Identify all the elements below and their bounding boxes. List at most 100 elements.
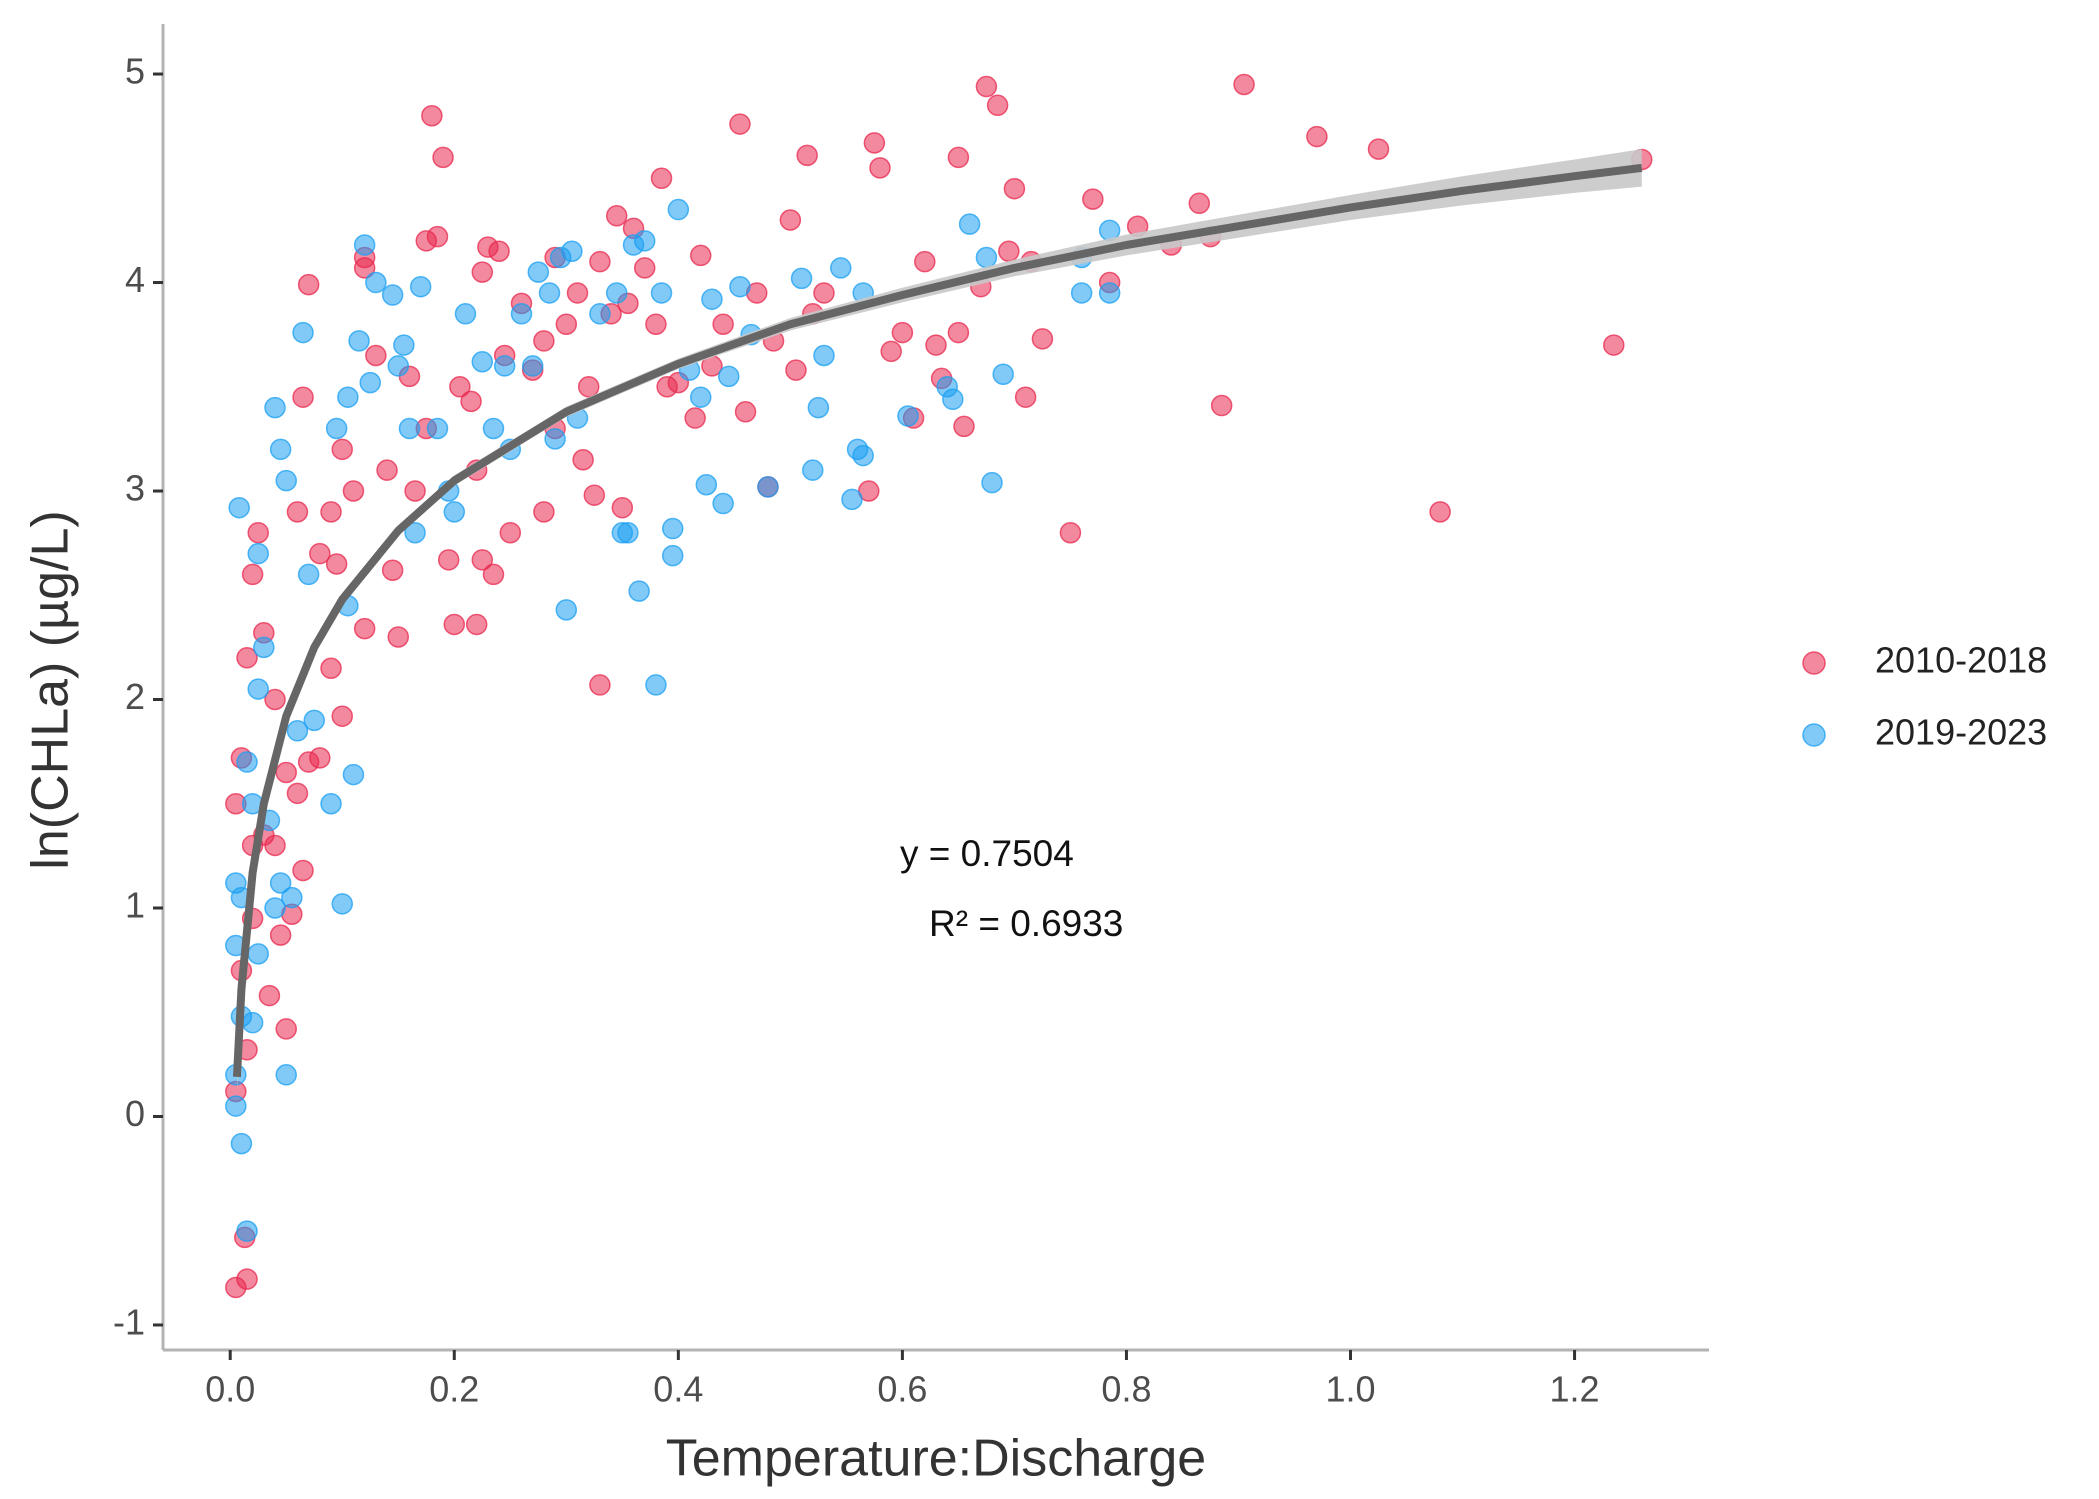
point: [309, 542, 331, 565]
point: [1070, 282, 1093, 304]
point: [275, 1064, 297, 1086]
point: [454, 303, 477, 325]
point: [925, 334, 947, 356]
point: [689, 386, 712, 408]
point: [247, 542, 269, 565]
point: [325, 553, 348, 575]
point: [421, 104, 443, 127]
point: [544, 428, 566, 450]
point: [325, 417, 348, 440]
point: [320, 501, 342, 523]
point: [555, 599, 578, 621]
point: [241, 563, 264, 586]
point: [342, 763, 365, 786]
point: [841, 488, 863, 511]
point: [1098, 282, 1121, 304]
point: [482, 417, 505, 440]
point: [605, 205, 628, 227]
point: [236, 1268, 258, 1290]
point: [493, 355, 516, 377]
y-tick-label: -1: [113, 1301, 145, 1342]
point: [1429, 501, 1451, 523]
point: [225, 1095, 247, 1117]
point: [292, 386, 314, 408]
point: [409, 275, 432, 298]
point: [942, 388, 964, 411]
point: [241, 1011, 264, 1034]
point: [1003, 177, 1026, 200]
point: [757, 476, 779, 498]
point: [264, 688, 286, 711]
point: [449, 376, 471, 398]
y-tick-label: 1: [125, 885, 145, 926]
point: [661, 517, 684, 540]
point: [661, 544, 684, 567]
point: [404, 480, 426, 502]
point: [247, 521, 269, 544]
legend-marker: [1802, 723, 1826, 747]
point: [432, 146, 454, 169]
point: [527, 261, 550, 283]
point: [998, 240, 1020, 263]
point: [981, 471, 1003, 494]
point: [992, 363, 1014, 386]
point: [986, 94, 1009, 117]
point: [269, 438, 292, 461]
point: [331, 705, 353, 727]
point: [617, 521, 639, 544]
point: [236, 647, 258, 669]
point: [689, 244, 712, 267]
point: [393, 334, 415, 356]
annotation: y = 0.7504: [900, 833, 1074, 874]
point: [264, 396, 286, 419]
point: [269, 872, 292, 894]
y-tick-label: 3: [125, 468, 145, 509]
point: [863, 132, 886, 154]
point: [589, 674, 611, 696]
x-tick-label: 1.0: [1325, 1369, 1375, 1410]
point: [269, 924, 292, 946]
point: [320, 793, 342, 815]
point: [734, 401, 757, 423]
point: [802, 459, 824, 481]
point: [426, 225, 449, 248]
point: [953, 415, 975, 438]
x-tick-label: 0.4: [653, 1369, 703, 1410]
point: [353, 234, 376, 256]
x-tick-label: 0.6: [877, 1369, 927, 1410]
point: [589, 303, 611, 325]
point: [387, 626, 410, 648]
point: [779, 209, 802, 231]
point: [852, 444, 874, 467]
point: [471, 261, 494, 283]
point: [914, 250, 936, 273]
point: [566, 282, 589, 304]
point: [729, 275, 751, 298]
point: [869, 157, 891, 179]
point: [320, 657, 342, 679]
point: [701, 288, 723, 310]
point: [605, 282, 628, 304]
point: [717, 365, 740, 388]
point: [633, 257, 656, 279]
point: [947, 321, 970, 344]
point: [443, 613, 466, 636]
point: [1031, 328, 1054, 350]
point: [684, 407, 706, 429]
point: [281, 886, 303, 909]
point: [264, 897, 286, 919]
point: [404, 521, 426, 544]
point: [376, 459, 398, 481]
point: [650, 167, 673, 190]
point: [230, 1132, 253, 1155]
point: [471, 351, 494, 373]
point: [365, 271, 387, 294]
point: [712, 313, 734, 335]
point: [275, 761, 297, 784]
point: [482, 563, 505, 586]
point: [1367, 138, 1390, 160]
point: [1014, 386, 1037, 408]
point: [628, 580, 650, 602]
annotation: R² = 0.6933: [929, 903, 1123, 944]
